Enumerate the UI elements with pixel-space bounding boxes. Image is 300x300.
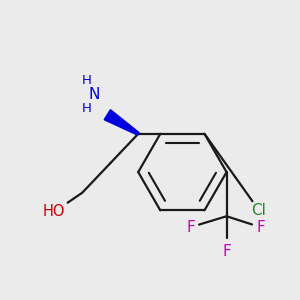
Text: H: H: [82, 74, 92, 87]
Text: HO: HO: [43, 204, 66, 219]
Text: F: F: [186, 220, 195, 235]
Text: H: H: [82, 102, 92, 115]
Polygon shape: [104, 110, 139, 135]
Text: Cl: Cl: [251, 203, 266, 218]
Text: F: F: [256, 220, 265, 235]
Text: F: F: [222, 244, 231, 259]
Text: N: N: [88, 87, 100, 102]
